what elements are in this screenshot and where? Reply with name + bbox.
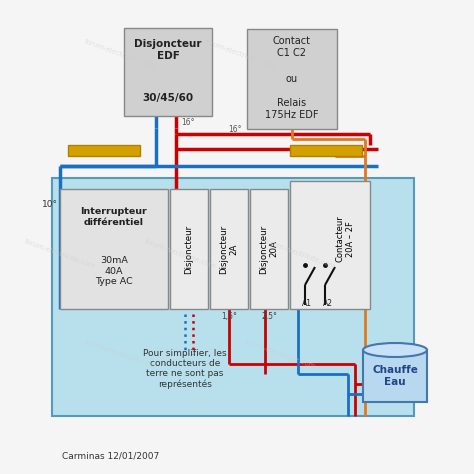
Bar xyxy=(170,189,208,309)
Text: forum-electricite.com: forum-electricite.com xyxy=(244,338,317,370)
Bar xyxy=(247,29,337,129)
Text: Contact
C1 C2: Contact C1 C2 xyxy=(273,36,311,58)
Text: ou: ou xyxy=(286,74,298,84)
Bar xyxy=(290,181,370,309)
Text: Carminas 12/01/2007: Carminas 12/01/2007 xyxy=(62,452,159,461)
Text: 30mA
40A
Type AC: 30mA 40A Type AC xyxy=(95,256,133,286)
Text: 2,5°: 2,5° xyxy=(261,312,277,321)
Text: Pour simplifier, les
conducteurs de
terre ne sont pas
représentés: Pour simplifier, les conducteurs de terr… xyxy=(143,348,227,390)
Bar xyxy=(68,145,140,156)
Bar xyxy=(210,189,248,309)
Text: 10°: 10° xyxy=(42,200,58,209)
Bar xyxy=(60,189,168,309)
Text: Relais
175Hz EDF: Relais 175Hz EDF xyxy=(265,98,319,120)
Text: Chauffe
Eau: Chauffe Eau xyxy=(372,365,418,387)
Text: forum-electricite.com: forum-electricite.com xyxy=(203,38,276,70)
Text: Disjoncteur
2A: Disjoncteur 2A xyxy=(219,224,239,273)
Text: A1: A1 xyxy=(302,300,312,309)
Text: forum-electricite.com: forum-electricite.com xyxy=(83,338,156,370)
Text: Interrupteur
différentiel: Interrupteur différentiel xyxy=(81,207,147,227)
Text: forum-electricite.com: forum-electricite.com xyxy=(144,238,217,270)
Text: Contacteur
20A – 2F: Contacteur 20A – 2F xyxy=(335,216,355,263)
Bar xyxy=(124,28,212,116)
Text: Disjoncteur
EDF: Disjoncteur EDF xyxy=(134,39,202,61)
Text: forum-electricite.com: forum-electricite.com xyxy=(264,238,337,270)
Bar xyxy=(290,145,362,156)
Bar xyxy=(363,350,427,402)
Text: forum-electricite.com: forum-electricite.com xyxy=(83,38,156,70)
Text: Disjoncteur
20A: Disjoncteur 20A xyxy=(259,224,279,273)
Ellipse shape xyxy=(363,343,427,357)
Bar xyxy=(52,178,414,416)
Text: forum-electricite.com: forum-electricite.com xyxy=(24,238,96,270)
Text: 16°: 16° xyxy=(228,125,242,134)
Text: 16°: 16° xyxy=(181,118,194,127)
Bar xyxy=(250,189,288,309)
Text: 1,5°: 1,5° xyxy=(221,312,237,321)
Text: A2: A2 xyxy=(323,300,333,309)
Text: 30/45/60: 30/45/60 xyxy=(143,93,193,103)
Text: Disjoncteur: Disjoncteur xyxy=(184,224,193,273)
